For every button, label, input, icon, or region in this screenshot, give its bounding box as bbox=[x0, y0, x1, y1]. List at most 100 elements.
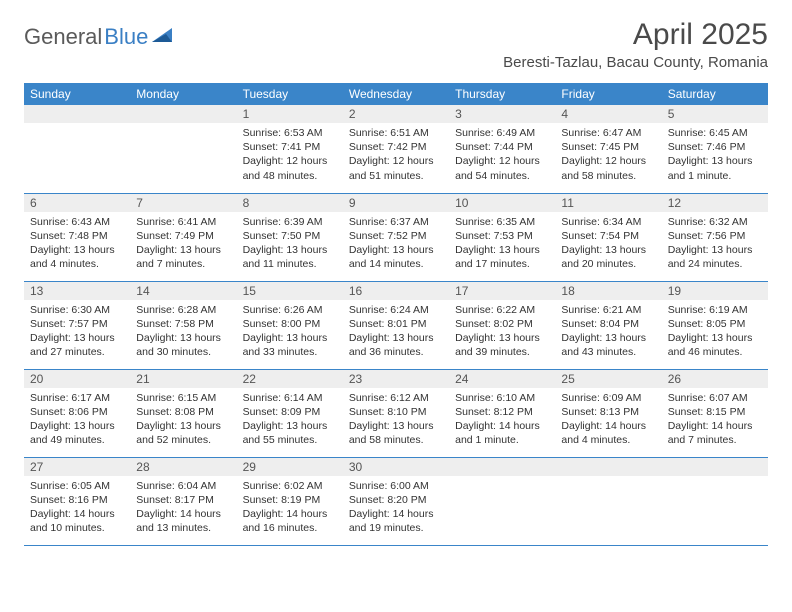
day-content: Sunrise: 6:17 AMSunset: 8:06 PMDaylight:… bbox=[24, 388, 130, 452]
day-number: 24 bbox=[449, 370, 555, 388]
day-number: 21 bbox=[130, 370, 236, 388]
calendar-body: 1Sunrise: 6:53 AMSunset: 7:41 PMDaylight… bbox=[24, 105, 768, 545]
day-content: Sunrise: 6:49 AMSunset: 7:44 PMDaylight:… bbox=[449, 123, 555, 187]
weekday-header: Sunday bbox=[24, 83, 130, 105]
day-content: Sunrise: 6:32 AMSunset: 7:56 PMDaylight:… bbox=[662, 212, 768, 276]
calendar-cell: 16Sunrise: 6:24 AMSunset: 8:01 PMDayligh… bbox=[343, 281, 449, 369]
calendar-cell: 30Sunrise: 6:00 AMSunset: 8:20 PMDayligh… bbox=[343, 457, 449, 545]
day-content: Sunrise: 6:43 AMSunset: 7:48 PMDaylight:… bbox=[24, 212, 130, 276]
weekday-header: Saturday bbox=[662, 83, 768, 105]
day-number: 16 bbox=[343, 282, 449, 300]
calendar-cell: 28Sunrise: 6:04 AMSunset: 8:17 PMDayligh… bbox=[130, 457, 236, 545]
calendar-cell: 15Sunrise: 6:26 AMSunset: 8:00 PMDayligh… bbox=[237, 281, 343, 369]
day-content: Sunrise: 6:26 AMSunset: 8:00 PMDaylight:… bbox=[237, 300, 343, 364]
day-number: 2 bbox=[343, 105, 449, 123]
day-number: 9 bbox=[343, 194, 449, 212]
month-title: April 2025 bbox=[503, 18, 768, 52]
calendar-cell-empty bbox=[24, 105, 130, 193]
day-number: 7 bbox=[130, 194, 236, 212]
calendar-cell: 12Sunrise: 6:32 AMSunset: 7:56 PMDayligh… bbox=[662, 193, 768, 281]
weekday-header: Thursday bbox=[449, 83, 555, 105]
calendar-row: 13Sunrise: 6:30 AMSunset: 7:57 PMDayligh… bbox=[24, 281, 768, 369]
calendar-cell: 7Sunrise: 6:41 AMSunset: 7:49 PMDaylight… bbox=[130, 193, 236, 281]
calendar-cell: 10Sunrise: 6:35 AMSunset: 7:53 PMDayligh… bbox=[449, 193, 555, 281]
day-number: 6 bbox=[24, 194, 130, 212]
location: Beresti-Tazlau, Bacau County, Romania bbox=[503, 54, 768, 71]
day-content: Sunrise: 6:09 AMSunset: 8:13 PMDaylight:… bbox=[555, 388, 661, 452]
calendar-cell: 14Sunrise: 6:28 AMSunset: 7:58 PMDayligh… bbox=[130, 281, 236, 369]
calendar-cell: 11Sunrise: 6:34 AMSunset: 7:54 PMDayligh… bbox=[555, 193, 661, 281]
day-number: 23 bbox=[343, 370, 449, 388]
day-number: 30 bbox=[343, 458, 449, 476]
day-content: Sunrise: 6:47 AMSunset: 7:45 PMDaylight:… bbox=[555, 123, 661, 187]
logo-text-general: General bbox=[24, 24, 102, 50]
day-content: Sunrise: 6:04 AMSunset: 8:17 PMDaylight:… bbox=[130, 476, 236, 540]
day-number: 27 bbox=[24, 458, 130, 476]
day-content: Sunrise: 6:51 AMSunset: 7:42 PMDaylight:… bbox=[343, 123, 449, 187]
weekday-header: Monday bbox=[130, 83, 236, 105]
calendar-cell: 9Sunrise: 6:37 AMSunset: 7:52 PMDaylight… bbox=[343, 193, 449, 281]
day-content: Sunrise: 6:00 AMSunset: 8:20 PMDaylight:… bbox=[343, 476, 449, 540]
calendar-cell: 24Sunrise: 6:10 AMSunset: 8:12 PMDayligh… bbox=[449, 369, 555, 457]
day-number: 19 bbox=[662, 282, 768, 300]
day-number-empty bbox=[24, 105, 130, 123]
logo-text-blue: Blue bbox=[104, 24, 148, 50]
day-number: 12 bbox=[662, 194, 768, 212]
day-content: Sunrise: 6:15 AMSunset: 8:08 PMDaylight:… bbox=[130, 388, 236, 452]
calendar-cell: 25Sunrise: 6:09 AMSunset: 8:13 PMDayligh… bbox=[555, 369, 661, 457]
day-number-empty bbox=[449, 458, 555, 476]
day-content: Sunrise: 6:21 AMSunset: 8:04 PMDaylight:… bbox=[555, 300, 661, 364]
calendar-row: 20Sunrise: 6:17 AMSunset: 8:06 PMDayligh… bbox=[24, 369, 768, 457]
day-content: Sunrise: 6:14 AMSunset: 8:09 PMDaylight:… bbox=[237, 388, 343, 452]
day-number: 8 bbox=[237, 194, 343, 212]
calendar-cell: 19Sunrise: 6:19 AMSunset: 8:05 PMDayligh… bbox=[662, 281, 768, 369]
day-number: 20 bbox=[24, 370, 130, 388]
calendar-cell: 23Sunrise: 6:12 AMSunset: 8:10 PMDayligh… bbox=[343, 369, 449, 457]
weekday-header: Tuesday bbox=[237, 83, 343, 105]
calendar-cell: 18Sunrise: 6:21 AMSunset: 8:04 PMDayligh… bbox=[555, 281, 661, 369]
day-number: 10 bbox=[449, 194, 555, 212]
day-number: 22 bbox=[237, 370, 343, 388]
day-number: 13 bbox=[24, 282, 130, 300]
day-number: 29 bbox=[237, 458, 343, 476]
day-content: Sunrise: 6:12 AMSunset: 8:10 PMDaylight:… bbox=[343, 388, 449, 452]
day-number: 17 bbox=[449, 282, 555, 300]
calendar-cell: 21Sunrise: 6:15 AMSunset: 8:08 PMDayligh… bbox=[130, 369, 236, 457]
day-content: Sunrise: 6:37 AMSunset: 7:52 PMDaylight:… bbox=[343, 212, 449, 276]
day-content: Sunrise: 6:05 AMSunset: 8:16 PMDaylight:… bbox=[24, 476, 130, 540]
day-content: Sunrise: 6:07 AMSunset: 8:15 PMDaylight:… bbox=[662, 388, 768, 452]
day-number-empty bbox=[130, 105, 236, 123]
calendar-cell: 27Sunrise: 6:05 AMSunset: 8:16 PMDayligh… bbox=[24, 457, 130, 545]
calendar-cell: 17Sunrise: 6:22 AMSunset: 8:02 PMDayligh… bbox=[449, 281, 555, 369]
calendar-page: GeneralBlue April 2025 Beresti-Tazlau, B… bbox=[0, 0, 792, 564]
calendar-row: 27Sunrise: 6:05 AMSunset: 8:16 PMDayligh… bbox=[24, 457, 768, 545]
calendar-cell: 3Sunrise: 6:49 AMSunset: 7:44 PMDaylight… bbox=[449, 105, 555, 193]
calendar-cell: 20Sunrise: 6:17 AMSunset: 8:06 PMDayligh… bbox=[24, 369, 130, 457]
calendar-cell: 29Sunrise: 6:02 AMSunset: 8:19 PMDayligh… bbox=[237, 457, 343, 545]
day-number-empty bbox=[555, 458, 661, 476]
day-number: 1 bbox=[237, 105, 343, 123]
calendar-cell: 2Sunrise: 6:51 AMSunset: 7:42 PMDaylight… bbox=[343, 105, 449, 193]
logo: GeneralBlue bbox=[24, 18, 174, 50]
day-content: Sunrise: 6:28 AMSunset: 7:58 PMDaylight:… bbox=[130, 300, 236, 364]
day-content: Sunrise: 6:22 AMSunset: 8:02 PMDaylight:… bbox=[449, 300, 555, 364]
day-number: 28 bbox=[130, 458, 236, 476]
calendar-cell: 5Sunrise: 6:45 AMSunset: 7:46 PMDaylight… bbox=[662, 105, 768, 193]
day-content: Sunrise: 6:24 AMSunset: 8:01 PMDaylight:… bbox=[343, 300, 449, 364]
day-number: 3 bbox=[449, 105, 555, 123]
calendar-cell-empty bbox=[449, 457, 555, 545]
calendar-cell: 8Sunrise: 6:39 AMSunset: 7:50 PMDaylight… bbox=[237, 193, 343, 281]
day-content: Sunrise: 6:53 AMSunset: 7:41 PMDaylight:… bbox=[237, 123, 343, 187]
day-content: Sunrise: 6:34 AMSunset: 7:54 PMDaylight:… bbox=[555, 212, 661, 276]
calendar-table: SundayMondayTuesdayWednesdayThursdayFrid… bbox=[24, 83, 768, 546]
day-number: 11 bbox=[555, 194, 661, 212]
calendar-cell: 4Sunrise: 6:47 AMSunset: 7:45 PMDaylight… bbox=[555, 105, 661, 193]
day-content: Sunrise: 6:41 AMSunset: 7:49 PMDaylight:… bbox=[130, 212, 236, 276]
day-number: 25 bbox=[555, 370, 661, 388]
day-number: 14 bbox=[130, 282, 236, 300]
day-number-empty bbox=[662, 458, 768, 476]
calendar-cell: 13Sunrise: 6:30 AMSunset: 7:57 PMDayligh… bbox=[24, 281, 130, 369]
calendar-row: 1Sunrise: 6:53 AMSunset: 7:41 PMDaylight… bbox=[24, 105, 768, 193]
logo-triangle-icon bbox=[152, 26, 174, 49]
header: GeneralBlue April 2025 Beresti-Tazlau, B… bbox=[24, 18, 768, 71]
